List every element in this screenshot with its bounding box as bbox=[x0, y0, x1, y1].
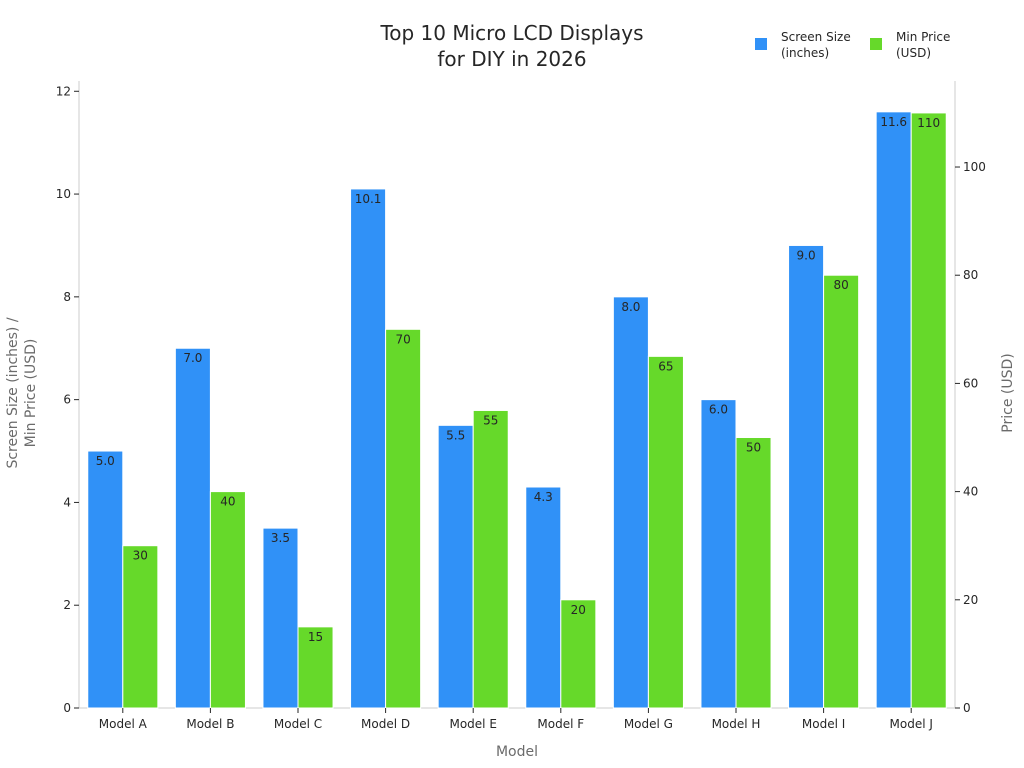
legend-swatch-min-price bbox=[870, 38, 882, 50]
bar-min-price bbox=[735, 437, 772, 709]
bar-value-label-screen-size: 11.6 bbox=[880, 115, 907, 129]
y2-tick-label: 20 bbox=[963, 593, 978, 607]
x-tick-label: Model E bbox=[449, 717, 496, 731]
bar-value-label-screen-size: 4.3 bbox=[534, 490, 553, 504]
y-tick-label: 2 bbox=[63, 598, 71, 612]
bar-min-price bbox=[910, 112, 947, 709]
bar-screen-size bbox=[788, 244, 825, 709]
bar-value-label-min-price: 40 bbox=[220, 495, 235, 509]
legend-swatch-screen-size bbox=[755, 38, 767, 50]
bar-value-label-min-price: 30 bbox=[133, 549, 148, 563]
x-tick-label: Model I bbox=[802, 717, 845, 731]
bar-value-label-min-price: 55 bbox=[483, 413, 498, 427]
x-tick-label: Model C bbox=[274, 717, 322, 731]
x-tick-label: Model A bbox=[99, 717, 148, 731]
x-tick-label: Model B bbox=[186, 717, 234, 731]
bar-value-label-min-price: 20 bbox=[571, 603, 586, 617]
y2-tick-label: 40 bbox=[963, 485, 978, 499]
chart-title-line-2: for DIY in 2026 bbox=[437, 47, 586, 71]
bar-screen-size bbox=[350, 188, 387, 709]
y2-axis-ticks: 0 20 40 60 80 100 bbox=[955, 160, 986, 715]
legend-label-min-price-line-1: Min Price bbox=[896, 30, 950, 44]
y-tick-label: 8 bbox=[63, 290, 71, 304]
y2-tick-label: 80 bbox=[963, 268, 978, 282]
bar-screen-size bbox=[87, 450, 124, 709]
bar-value-label-screen-size: 8.0 bbox=[621, 300, 640, 314]
bar-screen-size bbox=[437, 424, 474, 709]
bar-labels: 5.0 30 7.0 40 3.5 15 10.1 70 5.5 55 4.3 20 8.0 65 6.0 5… bbox=[96, 115, 940, 644]
bar-value-label-min-price: 80 bbox=[833, 278, 848, 292]
bar-min-price bbox=[823, 274, 860, 709]
x-tick-label: Model F bbox=[537, 717, 584, 731]
bar-min-price bbox=[122, 545, 159, 709]
bar-value-label-min-price: 110 bbox=[917, 116, 940, 130]
bar-value-label-screen-size: 6.0 bbox=[709, 403, 728, 417]
y2-tick-label: 0 bbox=[963, 701, 971, 715]
y-tick-label: 0 bbox=[63, 701, 71, 715]
bar-screen-size bbox=[262, 527, 299, 709]
y-axis-ticks: 0 2 4 6 8 10 12 bbox=[56, 84, 79, 715]
bar-min-price bbox=[297, 626, 334, 709]
bar-screen-size bbox=[525, 486, 562, 709]
bar-value-label-min-price: 70 bbox=[395, 332, 410, 346]
y-tick-label: 10 bbox=[56, 187, 71, 201]
bar-value-label-screen-size: 10.1 bbox=[355, 192, 382, 206]
bar-min-price bbox=[647, 355, 684, 709]
bar-min-price bbox=[472, 409, 509, 709]
bar-value-label-min-price: 50 bbox=[746, 441, 761, 455]
bar-value-label-screen-size: 5.5 bbox=[446, 428, 465, 442]
bar-value-label-screen-size: 3.5 bbox=[271, 531, 290, 545]
bar-screen-size bbox=[612, 296, 649, 709]
x-axis-ticks: Model A Model B Model C Model D Model E Model… bbox=[99, 708, 933, 731]
bar-value-label-min-price: 65 bbox=[658, 359, 673, 373]
y-tick-label: 6 bbox=[63, 393, 71, 407]
legend-label-screen-size-line-1: Screen Size bbox=[781, 30, 851, 44]
legend-label-screen-size-line-2: (inches) bbox=[781, 46, 829, 60]
x-axis-label: Model bbox=[496, 744, 538, 760]
x-tick-label: Model J bbox=[890, 717, 933, 731]
bar-min-price bbox=[209, 491, 246, 709]
x-tick-label: Model G bbox=[624, 717, 673, 731]
bar-value-label-screen-size: 7.0 bbox=[183, 351, 202, 365]
bar-value-label-screen-size: 5.0 bbox=[96, 454, 115, 468]
chart-title-line-1: Top 10 Micro LCD Displays bbox=[379, 21, 643, 45]
y-tick-label: 12 bbox=[56, 84, 71, 98]
x-tick-label: Model D bbox=[361, 717, 410, 731]
bar-value-label-min-price: 15 bbox=[308, 630, 323, 644]
bar-screen-size bbox=[875, 111, 912, 709]
bar-screen-size bbox=[174, 347, 211, 709]
y-axis-label-line-1: Screen Size (inches) / bbox=[5, 317, 21, 468]
legend: Screen Size (inches) Min Price (USD) bbox=[755, 30, 950, 60]
legend-label-min-price-line-2: (USD) bbox=[896, 46, 931, 60]
y2-axis-label: Price (USD) bbox=[1000, 353, 1016, 432]
bar-min-price bbox=[560, 599, 597, 709]
bar-min-price bbox=[385, 328, 422, 709]
y2-tick-label: 100 bbox=[963, 160, 986, 174]
y-axis-label-line-2: Min Price (USD) bbox=[23, 339, 39, 448]
bar-screen-size bbox=[700, 399, 737, 709]
y2-tick-label: 60 bbox=[963, 376, 978, 390]
x-tick-label: Model H bbox=[712, 717, 761, 731]
bar-value-label-screen-size: 9.0 bbox=[797, 248, 816, 262]
y-tick-label: 4 bbox=[63, 495, 71, 509]
bars bbox=[87, 111, 947, 709]
